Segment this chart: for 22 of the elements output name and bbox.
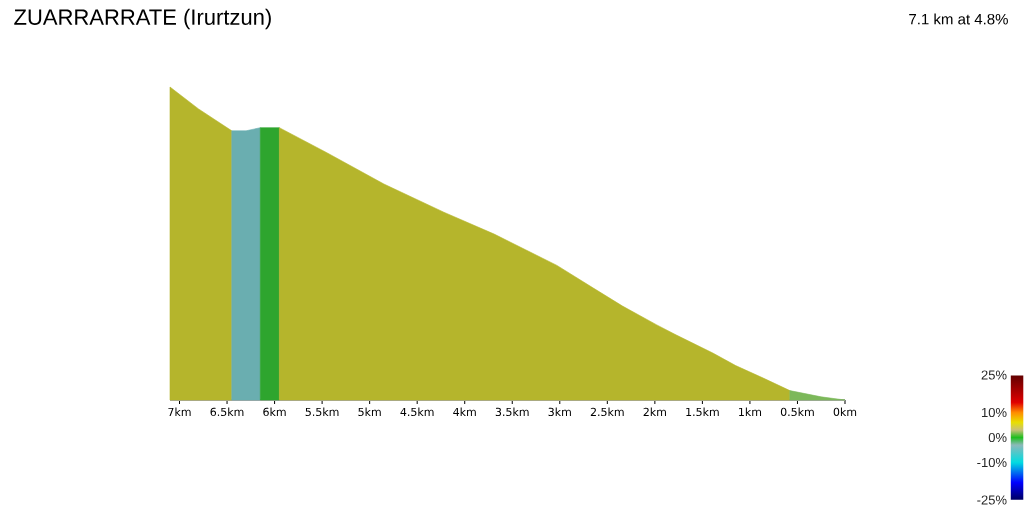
x-tick-label: 5.5km	[305, 407, 339, 417]
x-tick-label: 4.5km	[400, 407, 434, 417]
x-tick-label: 5km	[358, 407, 381, 417]
color-bar-label: -25%	[977, 495, 1007, 505]
x-tick-label: 3km	[548, 407, 571, 417]
x-tick-label: 6km	[263, 407, 286, 417]
x-tick-label: 0km	[833, 407, 857, 417]
x-tick-label: 2.5km	[590, 407, 624, 417]
x-tick-label: 4km	[453, 407, 476, 416]
x-tick-label: 3.5km	[495, 407, 529, 417]
x-tick-label: 2km	[643, 407, 666, 416]
color-bar-label: 10%	[981, 407, 1007, 418]
x-tick-label: 6.5km	[210, 407, 244, 417]
color-bar-label: 0%	[988, 432, 1007, 443]
color-bar-label: -10%	[977, 457, 1007, 468]
x-tick-label: 1km	[739, 407, 762, 416]
x-tick-label: 0.5km	[780, 407, 814, 417]
text: 7.1 km at 4.8%	[909, 13, 1008, 25]
color-bar-label: 25%	[981, 370, 1007, 380]
chart-title: ZUARRARRATE (Irurtzun)	[14, 8, 271, 30]
x-tick-label: 1.5km	[686, 407, 719, 417]
x-tick-label: 7km	[168, 407, 191, 416]
